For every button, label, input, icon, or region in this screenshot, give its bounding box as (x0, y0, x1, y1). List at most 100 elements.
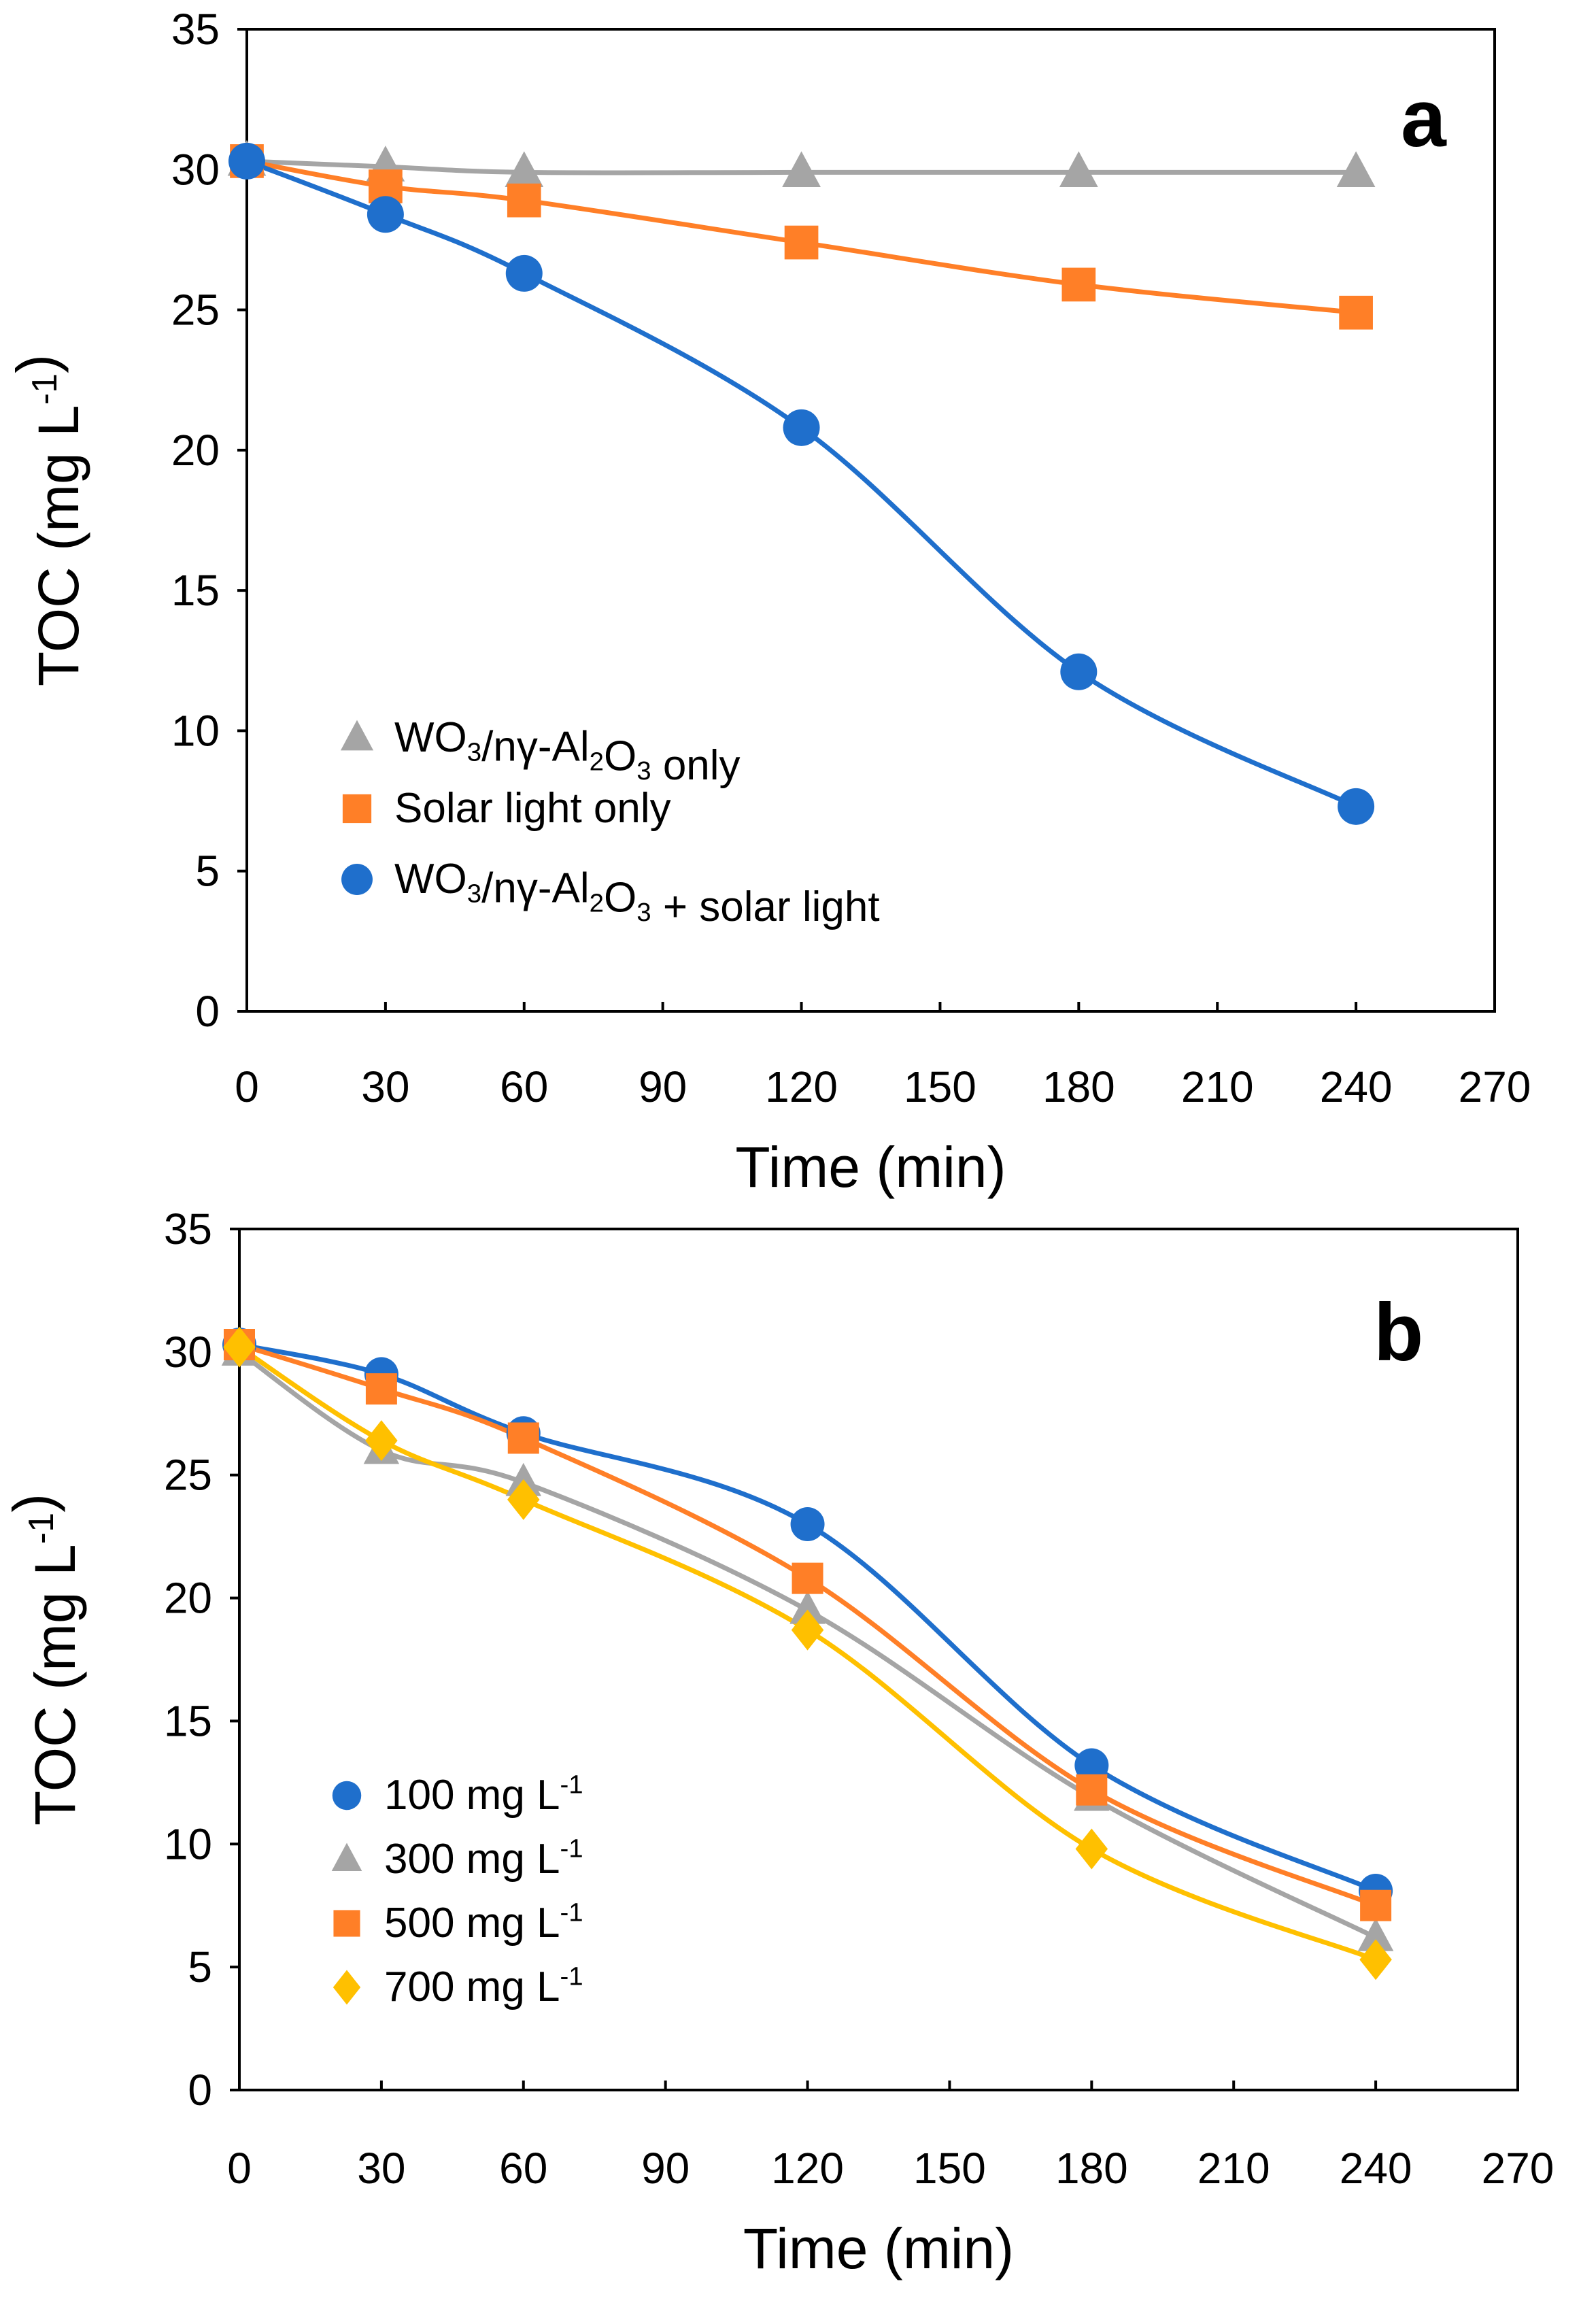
legend-label: 500 mg L-1 (384, 1898, 583, 1947)
panel-label: a (1401, 73, 1447, 164)
legend-label: WO3/nγ-Al2O3 only (394, 714, 741, 789)
text-part: 500 mg L (384, 1900, 560, 1947)
marker-square (342, 794, 372, 824)
marker-triangle (340, 720, 374, 751)
y-axis-title: TOC (mg L-1) (1, 1494, 87, 1825)
subscript: 3 (467, 879, 481, 909)
y-tick-label: 10 (171, 706, 220, 755)
x-tick-label: 30 (361, 1062, 409, 1111)
marker-square (1076, 1774, 1108, 1806)
subscript: 2 (590, 888, 604, 917)
plot-frame (245, 28, 1496, 1013)
text-part: ) (5, 354, 69, 373)
y-axis-title: TOC (mg L-1) (5, 354, 90, 686)
text-part: /nγ-Al (481, 724, 589, 771)
superscript: -1 (560, 1834, 583, 1863)
chart-b: 0 5 10 15 20 25 30 35 0 30 60 90 120 150 180 210 240 270 T… (1, 1205, 1554, 2280)
y-tick-label: 5 (195, 847, 220, 896)
x-tick-label: 60 (500, 1062, 548, 1111)
x-axis-title: Time (min) (735, 1135, 1006, 1199)
marker-triangle (505, 151, 544, 188)
legend-label: 100 mg L-1 (384, 1770, 583, 1819)
text-part: 300 mg L (384, 1836, 560, 1883)
marker-circle (1060, 653, 1098, 690)
marker-diamond (223, 1326, 256, 1368)
marker-diamond (1075, 1828, 1108, 1870)
text-part: WO (394, 856, 467, 903)
marker-square (507, 1422, 539, 1454)
marker-triangle (331, 1842, 362, 1871)
marker-square (1339, 295, 1373, 330)
marker-circle (783, 409, 820, 446)
x-tick-label: 120 (765, 1062, 838, 1111)
marker-square (1360, 1889, 1392, 1921)
marker-diamond (791, 1609, 824, 1651)
marker-square (333, 1910, 360, 1937)
subscript: 3 (636, 756, 651, 786)
marker-triangle (782, 151, 821, 188)
text-part: only (651, 742, 741, 789)
text-part: ) (1, 1494, 65, 1513)
y-tick-label: 35 (171, 5, 220, 54)
x-tick-label: 60 (499, 2144, 547, 2193)
chart-a: 0 5 10 15 20 25 30 35 0 30 60 90 120 150 180 210 240 270 T… (5, 5, 1531, 1199)
text-part: 700 mg L (384, 1964, 560, 2010)
marker-square (1061, 267, 1096, 302)
text-part: /nγ-Al (481, 865, 589, 912)
text-part: TOC (mg L (27, 405, 90, 686)
y-tick-label: 0 (188, 2066, 212, 2115)
x-axis-title: Time (min) (743, 2217, 1014, 2280)
x-tick-label: 210 (1181, 1062, 1254, 1111)
x-tick-label: 30 (357, 2144, 405, 2193)
text-part: O (604, 874, 636, 921)
marker-square (507, 183, 541, 218)
x-tick-label: 240 (1320, 1062, 1393, 1111)
legend-label: 300 mg L-1 (384, 1834, 583, 1883)
marker-square (365, 1373, 397, 1405)
marker-circle (367, 196, 404, 233)
y-tick-label: 25 (164, 1451, 212, 1500)
marker-diamond (333, 1970, 361, 2005)
y-tick-label: 35 (164, 1205, 212, 1253)
y-tick-label: 10 (164, 1819, 212, 1868)
marker-circle (332, 1781, 362, 1811)
marker-circle (1338, 788, 1375, 825)
y-tick-label: 20 (164, 1574, 212, 1623)
marker-square (784, 225, 819, 260)
marker-triangle (1059, 151, 1098, 188)
x-tick-label: 0 (235, 1062, 259, 1111)
subscript: 3 (636, 898, 651, 927)
text-part: TOC (mg L (23, 1544, 87, 1825)
superscript: -1 (560, 1770, 583, 1799)
legend-label: 700 mg L-1 (384, 1961, 583, 2010)
text-part: O (604, 732, 636, 779)
marker-diamond (507, 1479, 540, 1520)
subscript: 3 (467, 738, 481, 767)
x-tick-label: 210 (1197, 2144, 1270, 2193)
superscript: -1 (560, 1961, 583, 1991)
x-tick-label: 270 (1459, 1062, 1531, 1111)
marker-triangle (789, 1590, 826, 1624)
marker-triangle (1357, 1917, 1394, 1951)
x-tick-label: 240 (1340, 2144, 1412, 2193)
marker-circle (790, 1507, 825, 1542)
plot-frame (238, 1228, 1519, 2091)
marker-triangle (1336, 151, 1376, 188)
x-tick-label: 150 (904, 1062, 976, 1111)
x-tick-label: 180 (1042, 1062, 1115, 1111)
marker-circle (505, 254, 543, 292)
x-tick-label: 90 (639, 1062, 687, 1111)
text-part: WO (394, 714, 467, 761)
superscript: -1 (560, 1898, 583, 1927)
y-tick-label: 30 (164, 1328, 212, 1377)
legend-label: WO3/nγ-Al2O3 + solar light (394, 856, 880, 930)
x-tick-label: 150 (913, 2144, 986, 2193)
x-tick-label: 120 (771, 2144, 844, 2193)
y-tick-label: 20 (171, 426, 220, 475)
marker-circle (341, 864, 373, 895)
text-part: Solar light only (394, 785, 671, 832)
text-part: 100 mg L (384, 1772, 560, 1819)
x-tick-label: 180 (1055, 2144, 1128, 2193)
marker-circle (1074, 1748, 1109, 1783)
